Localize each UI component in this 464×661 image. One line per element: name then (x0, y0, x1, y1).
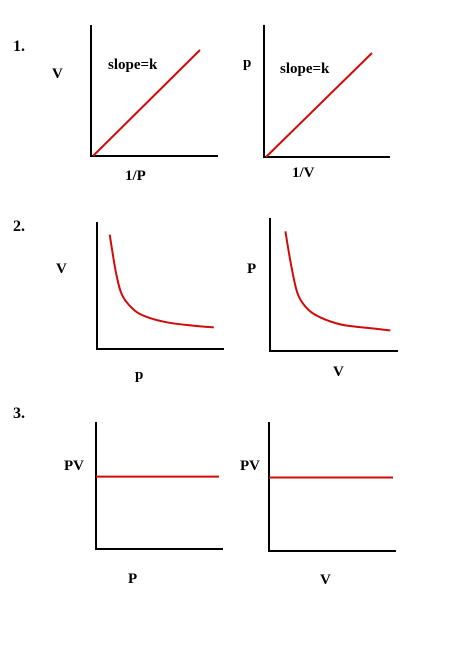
chart-pv-vs-p: PV P (64, 422, 223, 587)
axes (263, 25, 390, 158)
x-axis-label: 1/P (125, 168, 146, 184)
axes (96, 222, 224, 350)
x-axis-label: P (128, 571, 137, 587)
row-number-1: 1. (13, 38, 25, 55)
chart-v-vs-inverse-p: V 1/P slope=k (52, 25, 218, 184)
axes (90, 25, 218, 157)
y-axis-label: P (247, 261, 256, 277)
chart-p-vs-v: P V (247, 218, 398, 380)
slope-annotation: slope=k (108, 57, 158, 73)
series-line-0 (92, 49, 201, 157)
row-number-2: 2. (13, 218, 25, 235)
y-axis-label: PV (240, 458, 260, 474)
y-axis-label: PV (64, 458, 84, 474)
x-axis-label: V (333, 364, 344, 380)
x-axis-label: V (320, 572, 331, 588)
chart-pv-vs-v: PV V (240, 422, 396, 588)
chart-v-vs-p: V p (56, 222, 224, 383)
y-axis-label: V (52, 66, 63, 82)
x-axis-label: 1/V (292, 165, 315, 181)
row-number-3: 3. (13, 405, 25, 422)
chart-p-vs-inverse-v: p 1/V slope=k (243, 25, 390, 181)
x-axis-label: p (135, 367, 143, 383)
slope-annotation: slope=k (280, 61, 330, 77)
y-axis-label: V (56, 261, 67, 277)
series-line-0 (265, 52, 373, 158)
y-axis-label: p (243, 55, 251, 71)
series-line-0 (108, 234, 214, 329)
axes (95, 422, 223, 550)
axes (269, 218, 398, 352)
series-line-0 (284, 231, 391, 332)
axes (268, 422, 396, 552)
